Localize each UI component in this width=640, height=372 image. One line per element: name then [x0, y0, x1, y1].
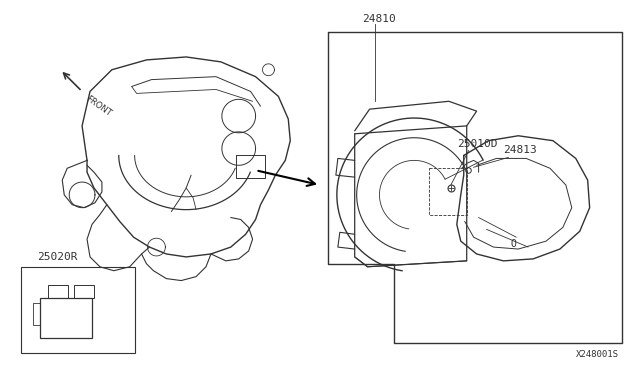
Bar [49, 285, 68, 298]
Text: FRONT: FRONT [84, 94, 113, 118]
Text: O: O [510, 239, 516, 249]
Text: 24813: 24813 [504, 145, 537, 155]
Bar [20, 267, 134, 353]
Bar [33, 303, 40, 325]
Bar [40, 298, 92, 338]
Text: 25010D: 25010D [457, 138, 497, 148]
Bar [74, 285, 94, 298]
Text: 25020R: 25020R [38, 252, 78, 262]
Text: X248001S: X248001S [577, 350, 620, 359]
Text: 24810: 24810 [362, 15, 396, 25]
